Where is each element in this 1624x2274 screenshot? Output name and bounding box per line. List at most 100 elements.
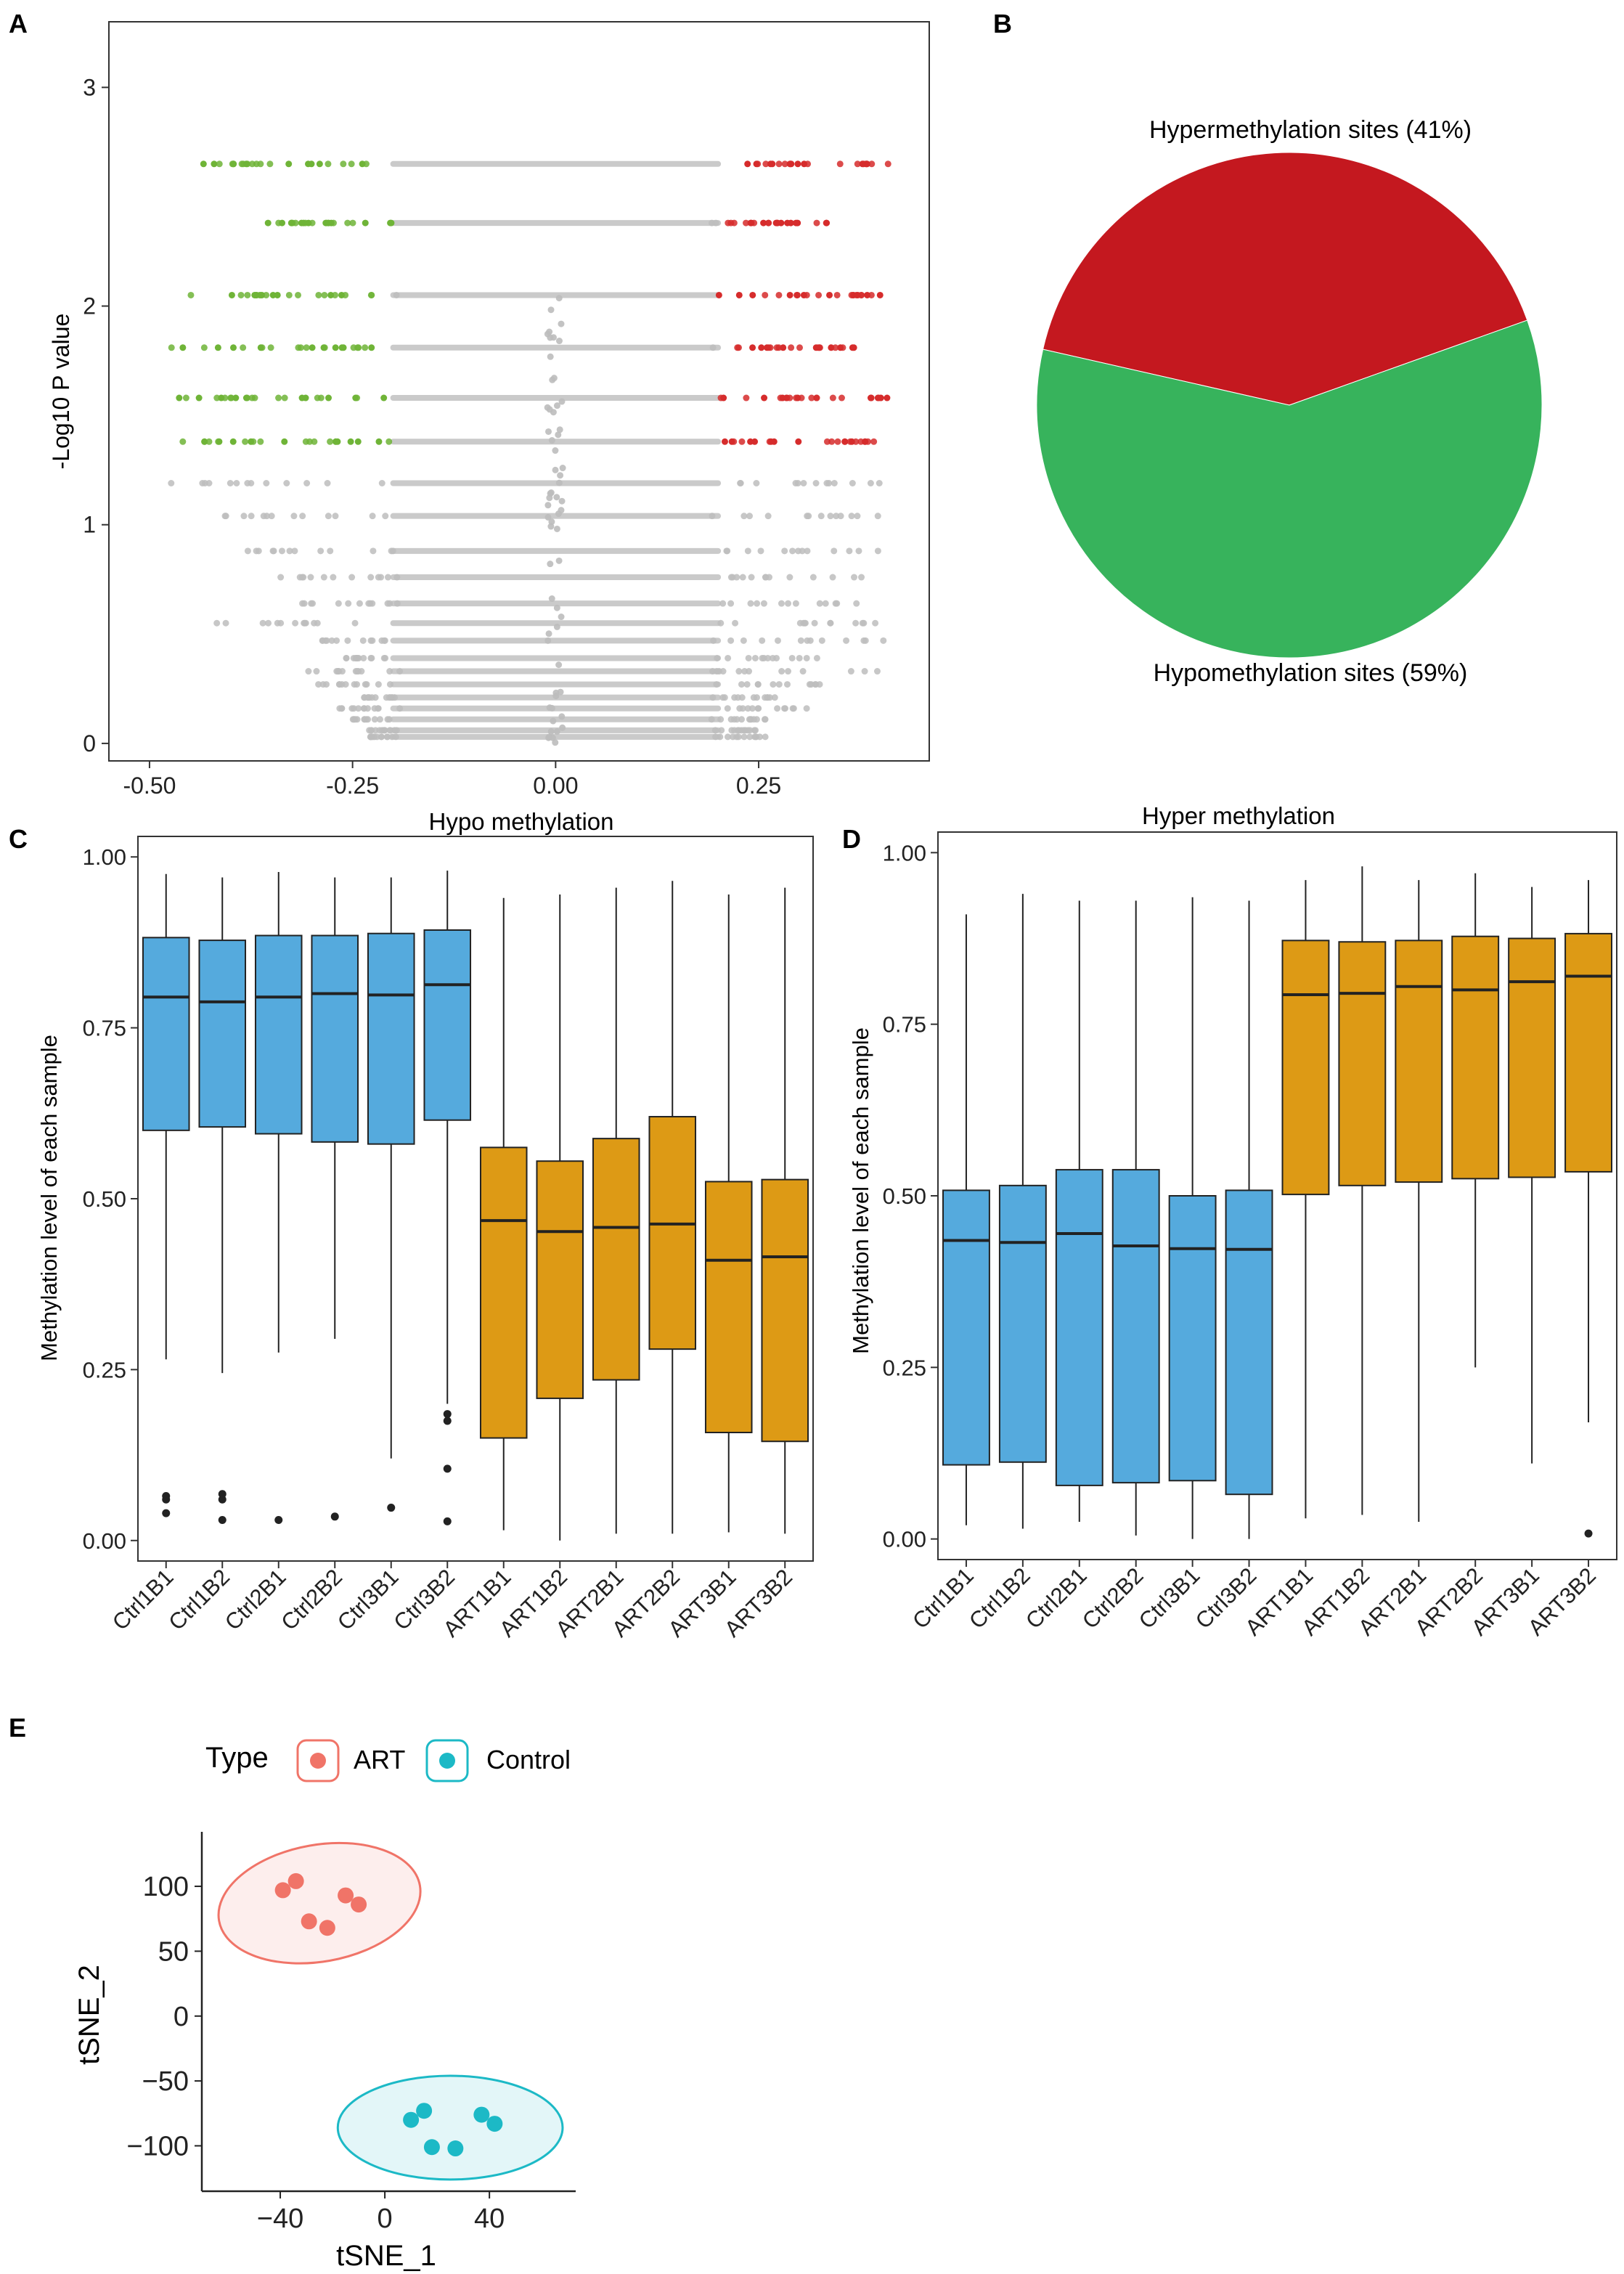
volcano-point [332,513,339,520]
volcano-point [781,547,788,555]
volcano-point [770,681,777,688]
volcano-point-hypo [362,219,369,227]
panel-label-e: E [9,1713,26,1743]
volcano-point [367,291,375,298]
volcano-point [242,438,249,445]
point-control [486,2116,503,2132]
volcano-point-hyper [884,394,891,402]
volcano-point [710,637,717,644]
volcano-point [797,637,804,644]
volcano-point [307,574,314,581]
volcano-point-hyper [751,438,759,445]
volcano-point [874,513,881,520]
volcano-point [796,654,803,661]
volcano-point-hyper [859,160,866,168]
point-control [473,2106,490,2123]
volcano-point [321,291,328,298]
boxplot-hypo: Hypo methylation Ctrl1B1Ctrl1B2Ctrl2B1Ct… [36,808,814,1642]
volcano-point-hyper [773,219,780,227]
volcano-point [725,733,732,741]
volcano-point [325,160,332,168]
volcano-point [854,513,861,520]
pie-chart: Hypermethylation sites (41%) Hypomethyla… [1036,116,1543,687]
xtick-label-Ctrl2B2: Ctrl2B2 [276,1564,347,1635]
volcano-point [364,716,372,723]
volcano-point [396,705,404,712]
volcano-point [717,619,725,627]
volcano-point [789,547,796,555]
volcano-point [257,160,264,168]
volcano-point [853,600,860,607]
volcano-point [325,513,332,520]
volcano-point [721,694,728,701]
volcano-point-hyper [800,291,807,298]
volcano-point [296,574,303,581]
outlier-point [218,1490,227,1499]
volcano-point-hyper [792,219,799,227]
volcano-point [778,600,785,607]
volcano-point [248,394,256,402]
volcano-axes: -0.50 -0.25 0.00 0.25 0 1 2 3 [83,74,781,799]
volcano-point-hypo [352,394,359,402]
panel-label-b: B [993,9,1012,38]
volcano-point [738,681,745,688]
volcano-point [775,291,783,298]
volcano-point [396,668,404,675]
volcano-point [270,547,277,555]
volcano-point [735,668,743,675]
volcano-point-hyper [760,219,767,227]
outlier-point [162,1509,171,1517]
volcano-point [555,661,563,669]
volcano-point [547,334,554,341]
volcano-point-hypo [300,219,307,227]
volcano-point [781,160,788,168]
legend-key-art-dot [310,1753,326,1769]
volcano-point [213,619,221,627]
volcano-point [725,219,732,227]
box-ART2B1 [1395,940,1443,1183]
volcano-point [393,574,401,581]
volcano-point-hypo [232,394,240,402]
volcano-point [351,619,359,627]
xtick-label-Ctrl2B1: Ctrl2B1 [220,1564,291,1635]
volcano-point [759,637,766,644]
volcano-point-hypo [359,160,366,168]
outlier-point [162,1495,171,1504]
volcano-point [831,547,838,555]
volcano-point [872,619,879,627]
boxplot-hyper-title: Hyper methylation [1142,802,1335,829]
volcano-point [378,479,385,486]
volcano-point [855,547,862,555]
legend-key-control-dot [439,1753,455,1769]
volcano-point-hyper [877,394,884,402]
volcano-point-hypo [347,438,354,445]
volcano-point-hypo [375,438,383,445]
volcano-point [716,668,723,675]
volcano-point [788,344,795,351]
volcano-point [297,344,304,351]
volcano-point [733,716,740,723]
tsne-marks: −40 0 40 100 50 0 −50 −100 [126,1832,576,2234]
volcano-ytick-label: 0 [83,730,96,757]
volcano-point [796,344,804,351]
box-Ctrl2B2 [311,934,359,1143]
outlier-point [274,1516,283,1525]
ytick-label: 0.00 [83,1528,126,1554]
volcano-point [741,668,748,675]
ellipse-control [336,2074,564,2181]
tsne-legend-key-art [296,1739,340,1782]
volcano-point-hyper [826,291,833,298]
xtick-label-Ctrl2B1: Ctrl2B1 [1021,1562,1092,1634]
point-art [301,1913,317,1930]
volcano-point [849,479,856,486]
volcano-point-hyper [749,291,756,298]
volcano-point [555,338,563,345]
volcano-point [547,561,554,568]
volcano-point [302,438,309,445]
volcano-point-hypo [211,160,218,168]
volcano-point [182,394,189,402]
volcano-point [727,637,735,644]
volcano-point [711,727,719,734]
volcano-point [338,705,346,712]
volcano-point [168,344,175,351]
